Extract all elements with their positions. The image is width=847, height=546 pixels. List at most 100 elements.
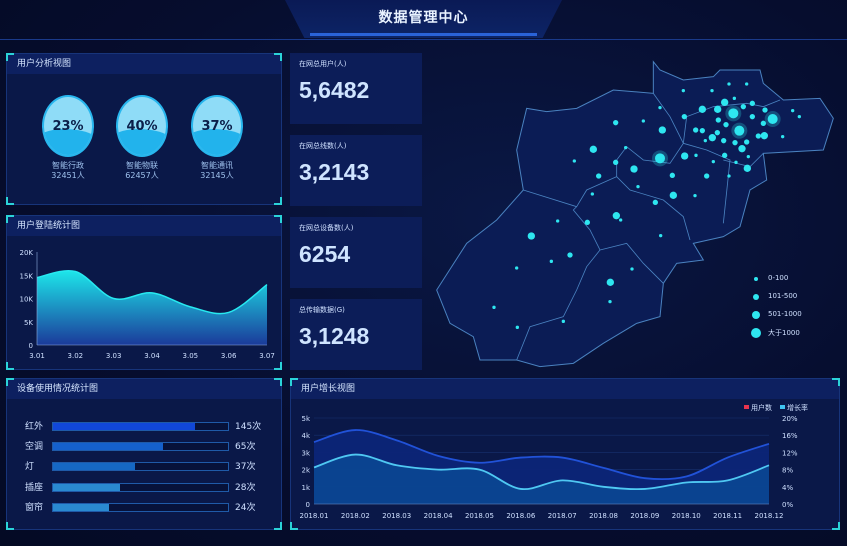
- map-dot: [556, 219, 560, 223]
- device-value: 145次: [235, 422, 262, 432]
- map-dot: [681, 152, 689, 160]
- y-tick-label: 5K: [24, 319, 33, 327]
- x-tick-label: 2018.02: [341, 512, 370, 520]
- map-dot: [791, 109, 795, 113]
- legend-swatch: [780, 405, 785, 409]
- map-dot: [596, 173, 602, 179]
- map-dot: [781, 135, 785, 139]
- map-dot: [624, 146, 628, 150]
- legend-label: 501-1000: [768, 310, 802, 318]
- legend-label: 增长率: [787, 403, 808, 412]
- device-label: 空调: [25, 442, 44, 452]
- panel-title: 设备使用情况统计图: [7, 379, 281, 399]
- legend-dot-icon: [751, 328, 761, 338]
- map-dot: [738, 145, 746, 153]
- map-dot: [745, 82, 749, 86]
- device-bar-row: 插座 28次: [0, 480, 280, 494]
- header-title-frame: [285, 0, 562, 38]
- map-dot: [606, 278, 614, 286]
- map-dot: [723, 122, 729, 128]
- legend-label: 用户数: [751, 403, 772, 412]
- map-dot: [699, 128, 705, 134]
- x-tick-label: 2018.05: [465, 512, 494, 520]
- map-dot: [734, 125, 745, 136]
- stat-total-lines: 在网总线数(人) 3,2143: [290, 135, 422, 206]
- device-label: 插座: [25, 483, 44, 493]
- map-dot: [710, 89, 714, 93]
- gauge-comm: 37%: [191, 95, 243, 157]
- map-dot: [527, 232, 535, 240]
- x-tick-label: 2018.09: [630, 512, 659, 520]
- region-map[interactable]: [430, 50, 847, 370]
- y-tick-label: 0: [29, 342, 33, 350]
- map-dot: [760, 120, 766, 126]
- x-tick-label: 3.05: [183, 352, 199, 360]
- map-dot: [728, 108, 739, 119]
- map-dot: [669, 172, 675, 178]
- map-region-borders: [516, 93, 781, 361]
- map-dot: [715, 117, 721, 123]
- map-dot: [762, 107, 768, 113]
- map-dot: [708, 134, 716, 142]
- y-left-tick-label: 5k: [301, 415, 310, 423]
- device-bar-track: [52, 422, 229, 431]
- device-bar-fill: [53, 443, 164, 450]
- y-right-tick-label: 16%: [782, 432, 798, 440]
- map-dot: [567, 252, 573, 258]
- y-left-tick-label: 4k: [301, 432, 310, 440]
- map-dot: [714, 130, 720, 136]
- y-right-tick-label: 0%: [782, 501, 793, 509]
- map-dot: [760, 132, 768, 140]
- device-bar-fill: [53, 423, 195, 430]
- map-dot: [704, 173, 710, 179]
- y-right-tick-label: 4%: [782, 484, 793, 492]
- stat-total-data: 总传输数据(G) 3,1248: [290, 299, 422, 370]
- map-dot: [698, 105, 706, 113]
- gauge-label: 智能行政 32451人: [51, 161, 85, 180]
- device-value: 37次: [235, 462, 256, 472]
- device-bar-fill: [53, 463, 136, 470]
- map-dot: [694, 153, 698, 157]
- device-value: 24次: [235, 503, 256, 513]
- panel-title: 用户分析视图: [7, 54, 281, 74]
- device-bar-row: 空调 65次: [0, 439, 280, 453]
- login-line: [36, 269, 268, 315]
- header-underline: [310, 33, 537, 36]
- map-dot: [589, 145, 597, 153]
- gauge-percent: 40%: [126, 119, 158, 134]
- x-tick-label: 3.03: [106, 352, 122, 360]
- map-dot: [492, 305, 496, 309]
- map-dot: [797, 115, 801, 119]
- map-dot: [711, 160, 715, 164]
- legend-label: 101-500: [768, 292, 798, 300]
- map-dot: [584, 219, 590, 225]
- x-tick-label: 2018.03: [382, 512, 411, 520]
- x-tick-label: 2018.04: [424, 512, 453, 520]
- map-dot: [722, 152, 728, 158]
- device-bar-row: 窗帘 24次: [0, 500, 280, 514]
- y-right-tick-label: 12%: [782, 449, 798, 457]
- map-dot: [755, 133, 761, 139]
- map-dot: [613, 159, 619, 165]
- gauge-label: 智能物联 62457人: [125, 161, 159, 180]
- map-dot: [732, 96, 736, 100]
- map-dot: [515, 325, 519, 329]
- map-dot: [732, 140, 738, 146]
- map-dot: [693, 127, 699, 133]
- y-right-tick-label: 8%: [782, 467, 793, 475]
- map-dot: [767, 114, 778, 124]
- panel-title: 用户增长视图: [291, 379, 839, 399]
- gauge-iot: 40%: [116, 95, 168, 157]
- device-bar-track: [52, 462, 229, 471]
- y-left-tick-label: 2k: [301, 467, 310, 475]
- y-left-tick-label: 3k: [301, 449, 310, 457]
- x-tick-label: 3.07: [259, 352, 275, 360]
- map-dot: [727, 174, 731, 178]
- map-dot: [619, 218, 623, 222]
- map-dot: [681, 89, 685, 93]
- x-tick-label: 2018.10: [672, 512, 701, 520]
- map-dot: [636, 185, 640, 189]
- map-dot: [613, 120, 619, 126]
- map-region-outline: [436, 60, 834, 368]
- device-bar-track: [52, 442, 229, 451]
